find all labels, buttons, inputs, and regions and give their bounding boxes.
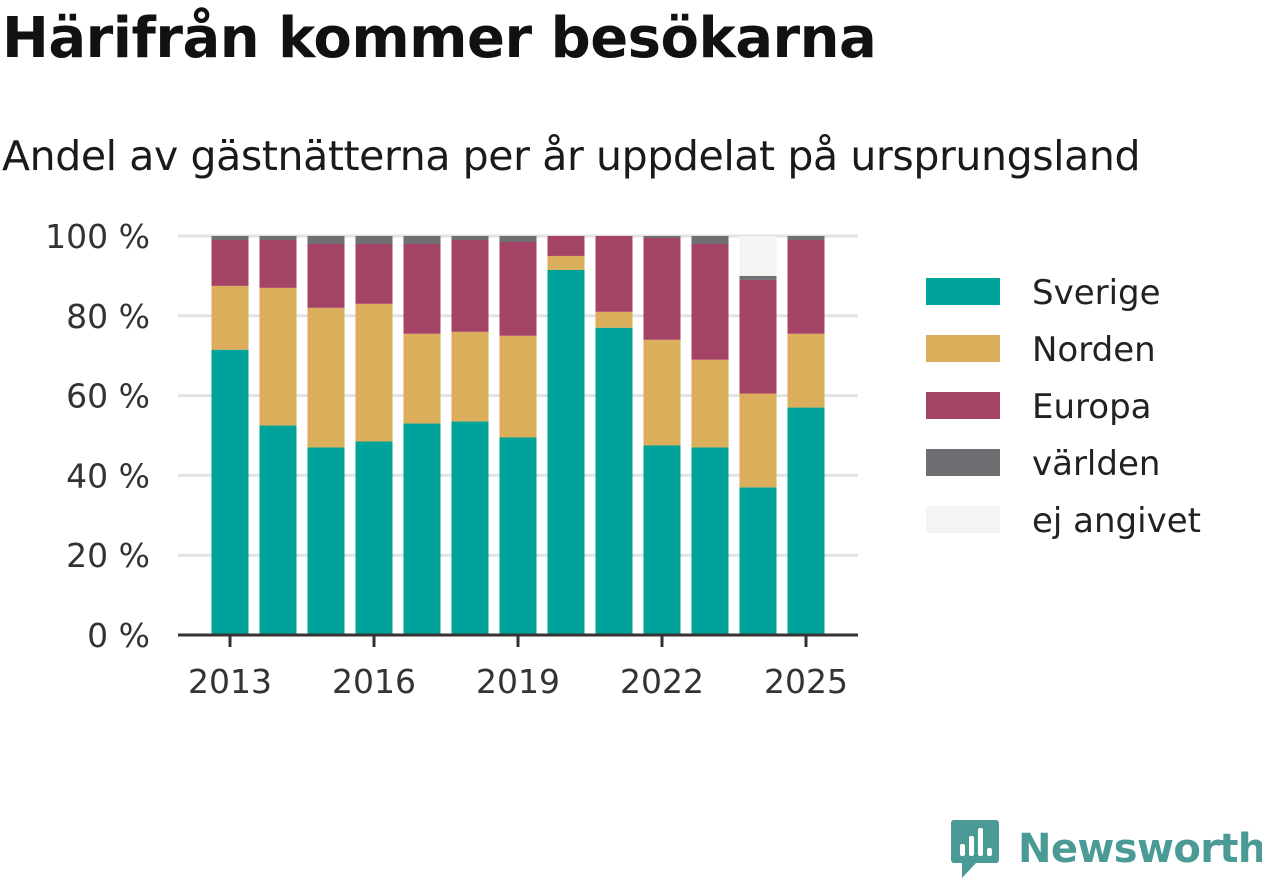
bar-segment-sverige-2020 xyxy=(547,269,585,635)
legend-swatch xyxy=(926,506,1000,533)
x-tick-label: 2013 xyxy=(188,662,272,701)
bar-segment-sverige-2024 xyxy=(739,487,777,635)
bar-segment-norden-2025 xyxy=(787,333,825,408)
bar-segment-världen-2019 xyxy=(499,236,537,242)
bar-segment-världen-2018 xyxy=(451,236,489,240)
y-tick-label: 0 % xyxy=(87,616,150,655)
y-tick-label: 40 % xyxy=(66,456,150,495)
bar-segment-europa-2024 xyxy=(739,279,777,394)
bar-segment-världen-2014 xyxy=(259,236,297,240)
bar-segment-europa-2013 xyxy=(211,239,249,286)
bar-segment-sverige-2013 xyxy=(211,349,249,635)
bar-segment-europa-2019 xyxy=(499,241,537,336)
newsworthy-logo-icon xyxy=(951,820,999,878)
x-tick-label: 2025 xyxy=(764,662,848,701)
bars xyxy=(211,236,825,635)
bar-segment-norden-2021 xyxy=(595,311,633,328)
newsworthy-logo: Newsworthy xyxy=(950,818,1262,880)
bar-segment-norden-2017 xyxy=(403,333,441,424)
bar-segment-europa-2016 xyxy=(355,243,393,304)
bar-segment-norden-2016 xyxy=(355,303,393,442)
bar-segment-sverige-2019 xyxy=(499,437,537,635)
bar-segment-norden-2015 xyxy=(307,307,345,448)
y-tick-label: 100 % xyxy=(45,217,150,256)
legend-swatch xyxy=(926,335,1000,362)
bar-segment-norden-2020 xyxy=(547,255,585,270)
bar-segment-världen-2025 xyxy=(787,236,825,240)
y-tick-label: 60 % xyxy=(66,377,150,416)
legend-swatch xyxy=(926,449,1000,476)
bar-segment-norden-2024 xyxy=(739,393,777,488)
bar-segment-världen-2016 xyxy=(355,236,393,244)
y-tick-label: 80 % xyxy=(66,297,150,336)
chart-title: Härifrån kommer besökarna xyxy=(2,6,877,71)
legend-label: Europa xyxy=(1032,387,1151,427)
legend-label: ej angivet xyxy=(1032,501,1201,541)
bar-segment-världen-2022 xyxy=(643,236,681,238)
bar-segment-norden-2018 xyxy=(451,331,489,422)
bar-segment-världen-2015 xyxy=(307,236,345,244)
bar-segment-europa-2023 xyxy=(691,243,729,360)
bar-segment-sverige-2018 xyxy=(451,421,489,635)
legend-label: Sverige xyxy=(1032,273,1161,313)
bar-segment-sverige-2014 xyxy=(259,425,297,635)
legend-label: världen xyxy=(1032,444,1160,484)
bar-segment-norden-2014 xyxy=(259,287,297,426)
bar-segment-sverige-2016 xyxy=(355,441,393,635)
bar-segment-norden-2023 xyxy=(691,359,729,448)
bar-segment-sverige-2022 xyxy=(643,445,681,635)
bar-segment-europa-2015 xyxy=(307,243,345,308)
bar-segment-europa-2017 xyxy=(403,243,441,334)
bar-segment-europa-2021 xyxy=(595,236,633,312)
bar-segment-sverige-2017 xyxy=(403,423,441,635)
bar-segment-norden-2022 xyxy=(643,339,681,446)
bar-segment-norden-2019 xyxy=(499,335,537,438)
bar-segment-världen-2017 xyxy=(403,236,441,244)
bar-segment-norden-2013 xyxy=(211,285,249,350)
chart-subtitle: Andel av gästnätterna per år uppdelat på… xyxy=(2,132,1141,180)
x-tick-label: 2022 xyxy=(620,662,704,701)
bar-segment-världen-2013 xyxy=(211,236,249,240)
bar-segment-världen-2023 xyxy=(691,236,729,244)
bar-segment-europa-2025 xyxy=(787,239,825,334)
x-tick-label: 2019 xyxy=(476,662,560,701)
legend: Sverige Norden Europa världen ej angivet xyxy=(926,273,1201,541)
bar-segment-världen-2024 xyxy=(739,275,777,280)
axes: 0 % 20 % 40 % 60 % 80 % 100 % 2013 2016 2019 2022… xyxy=(45,217,858,701)
legend-swatch xyxy=(926,278,1000,305)
legend-label: Norden xyxy=(1032,330,1156,370)
legend-swatch xyxy=(926,392,1000,419)
bar-segment-europa-2022 xyxy=(643,237,681,340)
bar-segment-europa-2020 xyxy=(547,236,585,256)
bar-segment-sverige-2015 xyxy=(307,447,345,635)
newsworthy-wordmark: Newsworthy xyxy=(1018,826,1262,872)
bar-segment-sverige-2025 xyxy=(787,407,825,635)
bar-segment-ej-angivet-2024 xyxy=(739,236,777,276)
bar-segment-sverige-2021 xyxy=(595,327,633,635)
bar-segment-europa-2018 xyxy=(451,239,489,332)
bar-segment-sverige-2023 xyxy=(691,447,729,635)
bar-segment-europa-2014 xyxy=(259,239,297,288)
x-tick-label: 2016 xyxy=(332,662,416,701)
y-tick-label: 20 % xyxy=(66,536,150,575)
